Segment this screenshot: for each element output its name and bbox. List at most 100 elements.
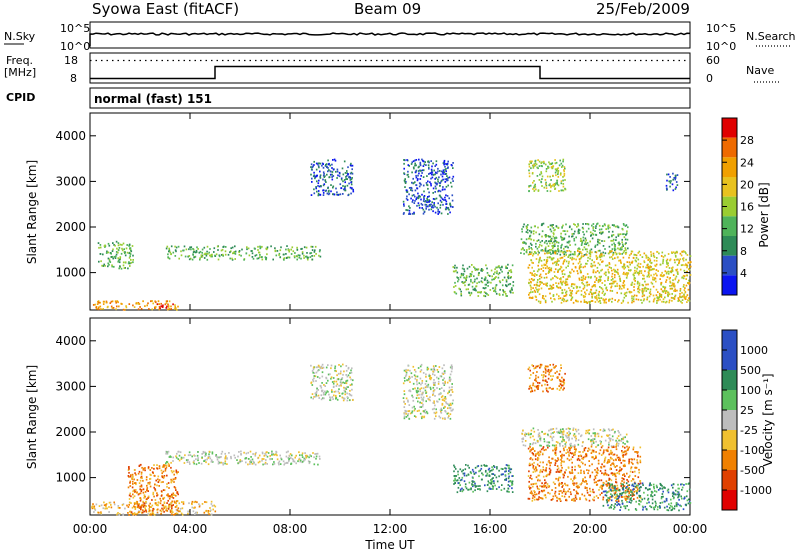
velocity-colorbar: 1000 500 100 25 -25 -100 -500 -1000 <box>721 329 772 511</box>
freq-label: Freq. <box>6 54 33 67</box>
nsearch-tick-bottom: 10^0 <box>706 40 736 53</box>
colorbar-tick: 25 <box>740 404 754 417</box>
power-yticks: 1000 2000 3000 4000 <box>55 129 690 280</box>
colorbar-tick: -25 <box>740 424 758 437</box>
colorbar-swatch <box>722 118 737 138</box>
colorbar-tick: 24 <box>740 156 754 169</box>
date-label: 25/Feb/2009 <box>596 0 690 18</box>
colorbar-swatch <box>722 236 737 256</box>
echo-region-0 <box>92 300 179 311</box>
colorbar-swatch <box>722 216 737 236</box>
velocity-ylabel: Slant Range [km] <box>25 365 39 469</box>
echo-region-6 <box>521 427 629 448</box>
nsky-tick-top: 10^5 <box>60 22 90 35</box>
colorbar-tick: 100 <box>740 384 761 397</box>
nsky-tick-bottom: 10^0 <box>60 40 90 53</box>
power-colorbar-label: Power [dB] <box>757 182 771 247</box>
ytick-label: 4000 <box>55 334 86 348</box>
freq-trace <box>90 65 690 80</box>
nsky-panel: N.Sky 10^5 10^0 10^5 10^0 N.Search <box>4 21 796 53</box>
nsearch-label: N.Search <box>746 30 796 43</box>
cpid-label: CPID <box>6 91 35 104</box>
nsky-label: N.Sky <box>4 30 36 43</box>
velocity-colorbar-label: Velocity [m s⁻¹] <box>761 373 775 466</box>
colorbar-tick: 8 <box>740 245 747 258</box>
freq-tick-bottom: 8 <box>70 72 77 85</box>
colorbar-tick: 4 <box>740 267 747 280</box>
echo-region-3 <box>310 363 354 402</box>
echo-region-2 <box>165 450 321 466</box>
colorbar-swatch <box>722 255 737 276</box>
power-colorbar: 28 24 20 16 12 8 4 <box>721 117 754 296</box>
time-tick-label: 04:00 <box>173 522 208 536</box>
echo-region-1 <box>127 463 180 516</box>
ytick-label: 1000 <box>55 471 86 485</box>
freq-tick-top: 18 <box>64 54 78 67</box>
echo-region-10 <box>665 172 679 192</box>
beam-label: Beam 09 <box>354 0 422 18</box>
velocity-echoes <box>91 363 692 516</box>
echo-region-7 <box>527 445 642 503</box>
colorbar-tick: -1000 <box>740 484 772 497</box>
ytick-label: 4000 <box>55 129 86 143</box>
colorbar-tick: -500 <box>740 464 765 477</box>
cpid-mode: normal (fast) 151 <box>94 92 212 106</box>
echo-region-4 <box>310 158 355 197</box>
colorbar-swatch <box>722 450 737 470</box>
colorbar-tick: 20 <box>740 178 754 191</box>
colorbar-tick: 12 <box>740 223 754 236</box>
time-tick-label: 08:00 <box>273 522 308 536</box>
colorbar-swatch <box>722 370 737 390</box>
echo-region-2 <box>97 240 134 270</box>
time-tick-label: 16:00 <box>473 522 508 536</box>
station-title: Syowa East (fitACF) <box>92 0 240 18</box>
time-axis-label: Time UT <box>364 538 415 552</box>
colorbar-swatch <box>722 275 737 295</box>
colorbar-swatch <box>722 430 737 450</box>
ytick-label: 3000 <box>55 174 86 188</box>
colorbar-swatch <box>722 330 737 350</box>
time-axis: 00:00 04:00 08:00 12:00 16:00 20:00 00:00 <box>73 113 707 536</box>
echo-region-1 <box>156 303 174 310</box>
colorbar-swatch <box>722 410 737 430</box>
velocity-panel: Slant Range [km] 1000 2000 3000 4000 1000 50… <box>25 317 775 516</box>
freq-unit-label: [MHz] <box>4 66 36 79</box>
colorbar-swatch <box>722 390 737 410</box>
echo-region-3 <box>165 245 322 261</box>
time-tick-label: 12:00 <box>373 522 408 536</box>
colorbar-swatch <box>722 137 737 158</box>
time-tick-label: 20:00 <box>573 522 608 536</box>
colorbar-swatch <box>722 490 737 510</box>
nave-tick-top: 60 <box>706 54 720 67</box>
echo-region-8 <box>527 249 692 304</box>
colorbar-tick: 16 <box>740 201 754 214</box>
colorbar-tick: 500 <box>740 364 761 377</box>
echo-region-9 <box>527 363 566 393</box>
ytick-label: 3000 <box>55 379 86 393</box>
time-tick-label: 00:00 <box>73 522 108 536</box>
nave-label: Nave <box>746 64 774 77</box>
colorbar-swatch <box>722 157 737 177</box>
colorbar-tick: -100 <box>740 444 765 457</box>
cpid-row: CPID normal (fast) 151 <box>6 87 691 109</box>
echo-region-9 <box>528 158 567 193</box>
velocity-yticks: 1000 2000 3000 4000 <box>55 334 690 485</box>
colorbar-swatch <box>722 196 737 217</box>
colorbar-swatch <box>722 177 737 197</box>
echo-region-8 <box>602 482 692 512</box>
echo-region-4 <box>402 363 454 420</box>
echo-region-7 <box>520 222 629 257</box>
colorbar-tick: 1000 <box>740 344 768 357</box>
echo-region-6 <box>452 263 515 298</box>
echo-region-5 <box>453 464 514 494</box>
freq-panel: Freq. [MHz] 18 8 60 0 Nave <box>4 52 780 85</box>
ytick-label: 2000 <box>55 220 86 234</box>
ytick-label: 1000 <box>55 266 86 280</box>
colorbar-swatch <box>722 350 737 370</box>
nave-tick-bottom: 0 <box>706 72 713 85</box>
power-panel: Slant Range [km] 1000 2000 3000 4000 28 24 20… <box>25 112 771 311</box>
echo-region-5 <box>402 158 455 215</box>
nsky-trace <box>89 32 691 46</box>
power-ylabel: Slant Range [km] <box>25 160 39 264</box>
